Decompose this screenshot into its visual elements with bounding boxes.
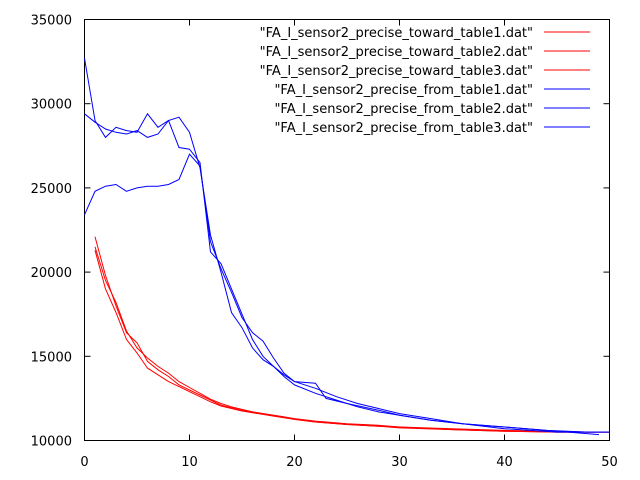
axis-tick-labels: 0 10 20 30 40 50 10000 15000 20000 25000 30000 3500… xyxy=(31,14,618,471)
series-line-6 xyxy=(84,153,610,433)
x-tick-label: 50 xyxy=(601,455,618,470)
y-tick-label: 30000 xyxy=(31,98,72,113)
series-line-1 xyxy=(94,236,589,433)
y-tick-label: 20000 xyxy=(31,266,72,281)
plot-frame xyxy=(84,19,610,441)
series-lines xyxy=(84,58,610,436)
x-tick-label: 40 xyxy=(496,455,513,470)
legend-label-6: "FA_I_sensor2_precise_from_table3.dat" xyxy=(274,121,533,136)
series-line-3 xyxy=(94,250,610,433)
legend-label-2: "FA_I_sensor2_precise_toward_table2.dat" xyxy=(260,45,533,60)
axis-ticks xyxy=(84,19,610,441)
legend: "FA_I_sensor2_precise_toward_table1.dat"… xyxy=(260,26,590,136)
x-tick-label: 0 xyxy=(80,455,88,470)
series-line-5 xyxy=(84,113,600,436)
legend-label-4: "FA_I_sensor2_precise_from_table1.dat" xyxy=(274,83,533,98)
y-tick-label: 35000 xyxy=(31,14,72,29)
y-tick-label: 25000 xyxy=(31,182,72,197)
y-tick-label: 15000 xyxy=(31,350,72,365)
legend-label-5: "FA_I_sensor2_precise_from_table2.dat" xyxy=(274,102,533,117)
x-tick-label: 30 xyxy=(391,455,408,470)
legend-label-1: "FA_I_sensor2_precise_toward_table1.dat" xyxy=(260,26,533,41)
legend-label-3: "FA_I_sensor2_precise_toward_table3.dat" xyxy=(260,64,533,79)
x-tick-label: 10 xyxy=(181,455,198,470)
x-tick-label: 20 xyxy=(286,455,303,470)
y-tick-label: 10000 xyxy=(31,435,72,450)
